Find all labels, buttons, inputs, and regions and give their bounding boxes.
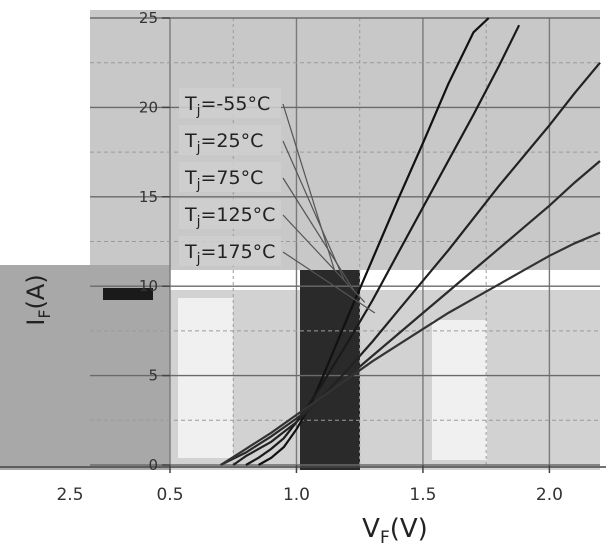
y-axis-label-sub: F <box>35 309 54 318</box>
y-axis-label-main: I <box>22 319 50 326</box>
legend-entry-sub: j <box>196 251 201 267</box>
legend-entry-bg <box>179 88 281 118</box>
legend-entry-post: =125°C <box>201 204 276 226</box>
y-tick-label: 10 <box>139 277 158 295</box>
legend-entry-sub: j <box>196 103 201 119</box>
light-column-2 <box>432 320 487 460</box>
series-line <box>257 17 490 466</box>
legend-entry-bg <box>179 236 281 266</box>
series-lines <box>220 17 601 466</box>
legend-entry-bg <box>179 199 281 229</box>
x-tick-label: 1.0 <box>283 485 310 505</box>
legend-entry-bg <box>179 162 281 192</box>
series-line <box>220 231 601 466</box>
light-column-1 <box>178 298 233 458</box>
y-tick-label: 25 <box>139 9 158 27</box>
legend-entry-pre: T <box>184 241 197 263</box>
axes: 0.5 1.0 1.5 2.0 0 5 10 15 20 25 <box>0 9 606 505</box>
series-line <box>220 160 601 466</box>
grid <box>90 17 600 466</box>
legend-entry-pre: T <box>184 93 197 115</box>
y-tick-label: 5 <box>148 367 158 385</box>
lower-mid-panel <box>170 290 600 470</box>
x-tick-label: 1.5 <box>409 485 436 505</box>
series-line <box>245 24 521 466</box>
legend-leader-line <box>282 140 346 282</box>
series-line <box>232 61 601 466</box>
legend-entry-pre: T <box>184 167 197 189</box>
legend-entry-post: =75°C <box>201 167 264 189</box>
legend-entry-label: Tj=125°C <box>184 204 275 230</box>
x-tick-label: 0.5 <box>156 485 183 505</box>
y-tick-label: 20 <box>139 98 158 116</box>
legend-entry-sub: j <box>196 140 201 156</box>
legend-entry-post: =-55°C <box>201 93 271 115</box>
legend-entry-sub: j <box>196 214 201 230</box>
x-tick-label: 2.0 <box>536 485 563 505</box>
legend-entry-post: =175°C <box>201 241 276 263</box>
legend-leader-line <box>282 177 356 292</box>
y-axis-label-unit: (A) <box>22 274 50 309</box>
legend-entry-label: Tj=-55°C <box>184 93 270 119</box>
legend-entry-label: Tj=75°C <box>184 167 263 193</box>
legend-entry-pre: T <box>184 204 197 226</box>
dark-block-left <box>103 288 153 300</box>
legend-entry-label: Tj=175°C <box>184 241 275 267</box>
legend-entry-label: Tj=25°C <box>184 130 263 156</box>
extra-x-tick-label: 2.5 <box>56 485 83 505</box>
y-axis-label: IF(A) <box>22 274 54 325</box>
x-axis-label-unit: (V) <box>390 514 428 544</box>
legend-entry-sub: j <box>196 177 201 193</box>
x-axis-label: VF(V) <box>362 514 428 548</box>
legend-entry-post: =25°C <box>201 130 264 152</box>
y-axis-label-group: IF(A) <box>22 274 54 325</box>
x-axis-label-main: V <box>362 514 380 544</box>
legend-entry-bg <box>179 125 281 155</box>
upper-panel <box>90 10 600 270</box>
legend: Tj=-55°CTj=25°CTj=75°CTj=125°CTj=175°C <box>179 88 376 314</box>
legend-leader-line <box>282 103 335 271</box>
legend-leader-line <box>282 214 366 303</box>
x-axis-label-sub: F <box>380 528 390 548</box>
y-tick-label: 15 <box>139 188 158 206</box>
y-tick-label: 0 <box>148 456 158 474</box>
legend-entry-pre: T <box>184 130 197 152</box>
legend-leader-line <box>282 251 376 314</box>
